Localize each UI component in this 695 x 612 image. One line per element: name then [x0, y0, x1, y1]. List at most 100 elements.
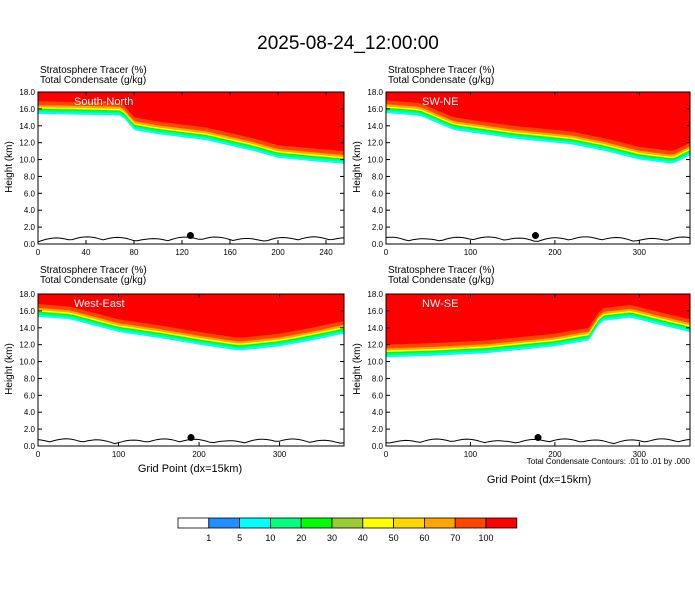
plot-area: West-East 0.0 2.0 4.0 6.0 8.0 10.0 12.0 14.0 16.0…	[19, 290, 345, 459]
tracer-band	[386, 294, 690, 345]
x-tick-label: 100	[464, 450, 478, 459]
location-marker	[187, 434, 195, 442]
x-tick-label: 300	[273, 450, 287, 459]
plot-frame	[37, 91, 345, 245]
x-tick-label: 0	[384, 450, 389, 459]
colorbar-swatch	[454, 517, 487, 529]
y-tick-label: 10.0	[19, 358, 35, 367]
y-tick-label: 8.0	[372, 172, 384, 181]
contour-footnote: Total Condensate Contours: .01 to .01 by…	[527, 457, 691, 466]
y-tick-label: 8.0	[24, 374, 36, 383]
plot-area: SW-NE 0.0 2.0 4.0 6.0 8.0 10.0 12.0 14.0 16.0 18.0…	[367, 88, 691, 257]
x-tick-label: 240	[319, 248, 333, 257]
colorbar-label: 40	[358, 533, 368, 543]
colorbar-label: 50	[389, 533, 399, 543]
figure-title: 2025-08-24_12:00:00	[257, 33, 439, 54]
colorbar-label: 100	[478, 533, 493, 543]
y-tick-label: 4.0	[372, 206, 384, 215]
panel-header-line2: Total Condensate (g/kg)	[388, 275, 494, 286]
x-tick-label: 0	[384, 248, 389, 257]
colorbar-swatch	[177, 517, 210, 529]
x-tick-label: 300	[633, 450, 647, 459]
panel-label: South-North	[74, 96, 133, 108]
x-tick-label: 0	[36, 450, 41, 459]
y-axis-label: Height (km)	[352, 343, 363, 395]
colorbar: 1 5 10 20 30 40 50 60 70 100	[177, 517, 518, 543]
y-tick-label: 2.0	[372, 223, 384, 232]
y-tick-label: 14.0	[367, 122, 383, 131]
y-tick-label: 4.0	[372, 408, 384, 417]
panel-south-north: Stratosphere Tracer (%) Total Condensate…	[4, 65, 345, 257]
colorbar-swatch	[331, 517, 364, 529]
x-tick-label: 300	[633, 248, 647, 257]
tracer-band	[38, 92, 344, 152]
y-tick-label: 14.0	[19, 324, 35, 333]
plot-area: NW-SE 0.0 2.0 4.0 6.0 8.0 10.0 12.0 14.0 16.0 18.0…	[367, 290, 691, 459]
tracer-band	[38, 294, 344, 338]
y-tick-label: 0.0	[372, 240, 384, 249]
panel-label: West-East	[74, 298, 125, 310]
x-tick-label: 200	[271, 248, 285, 257]
y-tick-label: 16.0	[367, 307, 383, 316]
y-tick-label: 14.0	[367, 324, 383, 333]
x-axis-label: Grid Point (dx=15km)	[138, 463, 242, 475]
y-tick-label: 2.0	[372, 425, 384, 434]
colorbar-label: 20	[296, 533, 306, 543]
y-tick-label: 18.0	[367, 88, 383, 97]
colorbar-swatch	[423, 517, 456, 529]
x-tick-label: 80	[130, 248, 139, 257]
x-axis-label: Grid Point (dx=15km)	[487, 474, 591, 486]
x-tick-label: 100	[112, 450, 126, 459]
y-tick-label: 6.0	[24, 391, 36, 400]
plot-frame	[385, 91, 691, 245]
colorbar-swatch	[239, 517, 271, 529]
x-tick-label: 40	[82, 248, 91, 257]
panel-label: SW-NE	[422, 96, 458, 108]
colorbar-label: 30	[327, 533, 337, 543]
y-tick-label: 2.0	[24, 223, 36, 232]
y-tick-label: 0.0	[24, 442, 36, 451]
colorbar-label: 70	[450, 533, 460, 543]
y-tick-label: 10.0	[367, 156, 383, 165]
panel-header-line2: Total Condensate (g/kg)	[388, 75, 494, 86]
panel-label: NW-SE	[422, 298, 458, 310]
colorbar-swatch	[208, 517, 241, 529]
x-tick-label: 200	[548, 450, 562, 459]
y-tick-label: 8.0	[372, 374, 384, 383]
y-axis-label: Height (km)	[4, 343, 15, 395]
colorbar-swatch	[362, 517, 394, 529]
y-tick-label: 2.0	[24, 425, 36, 434]
y-axis-label: Height (km)	[352, 141, 363, 193]
y-tick-label: 12.0	[367, 139, 383, 148]
panel-header-line2: Total Condensate (g/kg)	[40, 75, 146, 86]
panel-header-line1: Stratosphere Tracer (%)	[40, 65, 147, 76]
y-tick-label: 10.0	[367, 358, 383, 367]
colorbar-label: 5	[237, 533, 242, 543]
colorbar-swatch	[269, 517, 302, 529]
panel-header-line1: Stratosphere Tracer (%)	[388, 65, 495, 76]
y-tick-label: 6.0	[372, 189, 384, 198]
panel-header-line1: Stratosphere Tracer (%)	[388, 265, 495, 276]
colorbar-swatch	[300, 517, 333, 529]
x-tick-label: 200	[548, 248, 562, 257]
y-tick-label: 14.0	[19, 122, 35, 131]
y-tick-label: 18.0	[367, 290, 383, 299]
x-tick-label: 0	[36, 248, 41, 257]
y-tick-label: 4.0	[24, 408, 36, 417]
panel-header-line2: Total Condensate (g/kg)	[40, 275, 146, 286]
y-tick-label: 0.0	[24, 240, 36, 249]
y-tick-label: 8.0	[24, 172, 36, 181]
panel-west-east: Stratosphere Tracer (%) Total Condensate…	[4, 265, 345, 475]
y-tick-label: 0.0	[372, 442, 384, 451]
y-tick-label: 12.0	[19, 341, 35, 350]
y-axis-label: Height (km)	[4, 141, 15, 193]
colorbar-label: 60	[419, 533, 429, 543]
plot-area: South-North 0.0 2.0 4.0 6.0 8.0 10.0 12.0 14.0 16…	[19, 88, 345, 257]
x-tick-label: 100	[464, 248, 478, 257]
colorbar-swatch	[485, 517, 518, 529]
y-tick-label: 6.0	[372, 391, 384, 400]
y-tick-label: 16.0	[19, 105, 35, 114]
y-tick-label: 4.0	[24, 206, 36, 215]
y-tick-label: 6.0	[24, 189, 36, 198]
